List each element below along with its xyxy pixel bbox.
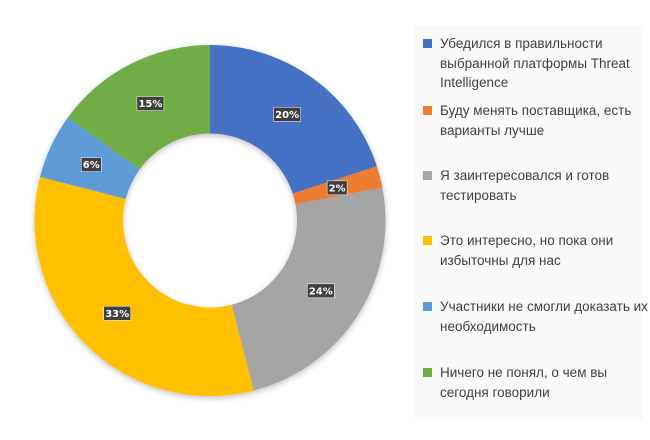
data-label: 2% <box>326 180 348 196</box>
data-label: 20% <box>273 107 301 122</box>
svg-text:6%: 6% <box>83 160 100 171</box>
legend-label: Это интересно, но пока они избыточны для… <box>440 233 614 268</box>
legend-swatch <box>423 368 432 377</box>
data-label: 6% <box>80 157 102 172</box>
donut-chart: 20% 2% 24% 33% 6% 15% <box>34 45 386 396</box>
legend-label: Буду менять поставщика, есть варианты лу… <box>440 103 632 138</box>
legend-swatch <box>423 106 432 115</box>
data-label: 15% <box>136 96 165 111</box>
legend-item: Это интересно, но пока они избыточны для… <box>423 231 650 270</box>
legend-swatch <box>423 302 432 311</box>
donut-slice <box>34 176 254 396</box>
legend-label: Убедился в правильности выбранной платфо… <box>440 36 630 90</box>
legend-item: Я заинтересовался и готов тестировать <box>423 166 650 205</box>
legend-item: Буду менять поставщика, есть варианты лу… <box>423 101 650 140</box>
legend-item: Участники не смогли доказать их необходи… <box>423 297 650 336</box>
svg-text:2%: 2% <box>329 183 346 194</box>
legend-label: Участники не смогли доказать их необходи… <box>440 299 648 334</box>
legend-swatch <box>423 236 432 245</box>
legend: Убедился в правильности выбранной платфо… <box>414 26 648 420</box>
legend-item: Ничего не понял, о чем вы сегодня говори… <box>423 363 650 402</box>
legend-swatch <box>423 39 432 48</box>
svg-text:33%: 33% <box>105 309 129 320</box>
svg-text:20%: 20% <box>275 110 299 121</box>
data-label: 24% <box>307 283 335 299</box>
legend-label: Я заинтересовался и готов тестировать <box>440 168 610 203</box>
svg-text:24%: 24% <box>309 286 333 297</box>
data-label: 33% <box>103 306 131 321</box>
legend-label: Ничего не понял, о чем вы сегодня говори… <box>440 365 608 400</box>
svg-text:15%: 15% <box>138 99 162 110</box>
legend-item: Убедился в правильности выбранной платфо… <box>423 34 650 93</box>
legend-swatch <box>423 171 432 180</box>
